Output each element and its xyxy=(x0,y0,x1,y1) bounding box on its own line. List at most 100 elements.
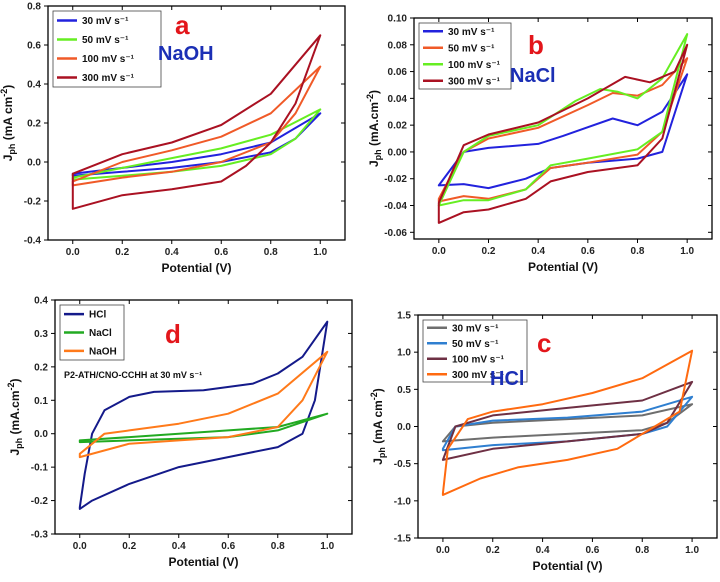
series-curve-1 xyxy=(441,403,694,443)
panel-letter: d xyxy=(165,319,181,349)
x-tick-label: 0.0 xyxy=(73,541,87,552)
x-axis-label: Potential (V) xyxy=(161,261,231,275)
x-tick-label: 0.2 xyxy=(122,541,136,552)
electrolyte-label: NaOH xyxy=(158,43,214,65)
series-curve-3 xyxy=(71,65,322,187)
y-tick-label: 0.0 xyxy=(27,158,41,169)
y-tick-label: 0.02 xyxy=(388,121,408,132)
y-tick-label: 0.0 xyxy=(34,429,48,440)
plot-frame xyxy=(54,299,353,535)
legend-label: 30 mV s⁻¹ xyxy=(82,16,129,27)
plot-frame xyxy=(413,17,713,240)
panel-a: 0.0 0.2 0.4 0.6 0.8 1.0 -0.4 -0.2 0.0 0.2 0.4 0.6 0.… xyxy=(0,2,346,275)
x-tick-label: 0.2 xyxy=(482,246,496,257)
y-tick-label: 0.10 xyxy=(388,14,408,25)
x-tick-label: 1.0 xyxy=(685,545,699,556)
panel-b: 0.0 0.2 0.4 0.6 0.8 1.0 -0.06 -0.04 -0.02 0.00 0.0… xyxy=(365,14,713,274)
y-tick-label: 0.2 xyxy=(27,119,41,130)
x-tick-label: 0.8 xyxy=(264,247,278,258)
x-tick-label: 0.8 xyxy=(631,246,645,257)
legend-label: NaCl xyxy=(89,328,112,339)
x-tick-label: 0.8 xyxy=(271,541,285,552)
legend-box xyxy=(418,22,512,90)
y-tick-label: 0.2 xyxy=(34,362,48,373)
series-curve-1 xyxy=(437,73,689,190)
y-tick-label: 0.00 xyxy=(388,147,408,158)
electrolyte-label: HCl xyxy=(490,368,524,390)
x-tick-label: 0.0 xyxy=(436,545,450,556)
legend-box xyxy=(422,319,528,383)
x-tick-label: 0.4 xyxy=(536,545,550,556)
x-tick-label: 0.6 xyxy=(581,246,595,257)
legend-label: 300 mV s⁻¹ xyxy=(448,76,501,87)
y-tick-label: -0.2 xyxy=(31,496,49,507)
legend: 30 mV s⁻¹ 50 mV s⁻¹ 100 mV s⁻¹ 300 mV s⁻¹ xyxy=(418,22,512,90)
y-tick-label: -0.5 xyxy=(394,459,412,470)
legend-label: 30 mV s⁻¹ xyxy=(452,323,499,334)
legend-label: HCl xyxy=(89,310,106,321)
y-tick-label: 0.6 xyxy=(27,41,41,52)
legend-label: NaOH xyxy=(89,346,117,357)
x-tick-label: 0.6 xyxy=(214,247,228,258)
y-axis-label: Jph (mA cm-2) xyxy=(0,85,17,162)
x-tick-label: 0.6 xyxy=(221,541,235,552)
series-curve-2 xyxy=(71,108,322,181)
electrolyte-label: NaCl xyxy=(510,65,556,87)
panel-c: 0.0 0.2 0.4 0.6 0.8 1.0 -1.5 -1.0 -0.5 0.0 0.5 1.0 1… xyxy=(369,311,718,573)
y-tick-label: -0.02 xyxy=(384,174,407,185)
x-axis-label: Potential (V) xyxy=(528,260,598,274)
panel-d: 0.0 0.2 0.4 0.6 0.8 1.0 -0.3 -0.2 -0.1 0.0 0.1 0.2 0… xyxy=(6,296,353,569)
legend-label: 30 mV s⁻¹ xyxy=(448,27,495,38)
x-tick-label: 0.0 xyxy=(66,247,80,258)
panel-letter: a xyxy=(175,10,190,40)
y-axis-label: Jph (mA.cm-2) xyxy=(6,378,24,455)
y-tick-label: -0.3 xyxy=(31,530,49,541)
legend-label: 100 mV s⁻¹ xyxy=(82,54,135,65)
legend-label: 300 mV s⁻¹ xyxy=(82,73,135,84)
legend-label: 50 mV s⁻¹ xyxy=(448,43,495,54)
y-tick-label: 0.4 xyxy=(34,296,48,307)
y-tick-label: 0.04 xyxy=(388,94,408,105)
y-tick-label: 1.0 xyxy=(397,348,411,359)
y-tick-label: 1.5 xyxy=(397,311,411,322)
y-tick-label: 0.06 xyxy=(388,67,408,78)
legend-box xyxy=(52,10,162,88)
y-tick-label: 0.8 xyxy=(27,2,41,13)
x-tick-label: 0.4 xyxy=(172,541,186,552)
y-tick-label: -0.4 xyxy=(24,236,42,247)
x-tick-label: 0.2 xyxy=(115,247,129,258)
legend-label: 100 mV s⁻¹ xyxy=(448,60,501,71)
x-tick-label: 0.8 xyxy=(635,545,649,556)
series-curve-2 xyxy=(78,412,329,444)
series-curve-4 xyxy=(437,43,689,224)
legend: 30 mV s⁻¹ 50 mV s⁻¹ 100 mV s⁻¹ 300 mV s⁻¹ xyxy=(422,319,528,383)
x-tick-label: 0.4 xyxy=(531,246,545,257)
y-tick-label: -1.5 xyxy=(394,534,412,545)
series-curve-4 xyxy=(441,349,694,496)
y-tick-label: -0.04 xyxy=(384,201,407,212)
annotation: P2-ATH/CNO-CCHH at 30 mV s⁻¹ xyxy=(64,370,202,380)
series-curve-3 xyxy=(441,380,694,461)
y-axis-label: Jph (mA cm-2) xyxy=(369,388,387,465)
y-tick-label: 0.4 xyxy=(27,80,41,91)
x-axis-label: Potential (V) xyxy=(168,555,238,569)
series-curve-4 xyxy=(71,34,322,210)
x-tick-label: 0.4 xyxy=(165,247,179,258)
panel-letter: c xyxy=(537,328,551,358)
y-tick-label: -0.1 xyxy=(31,463,49,474)
x-tick-label: 1.0 xyxy=(680,246,694,257)
series-curve-3 xyxy=(437,33,689,207)
x-tick-label: 0.6 xyxy=(585,545,599,556)
legend: 30 mV s⁻¹ 50 mV s⁻¹ 100 mV s⁻¹ 300 mV s⁻¹ xyxy=(52,10,162,88)
x-tick-label: 1.0 xyxy=(320,541,334,552)
y-tick-label: 0.1 xyxy=(34,396,48,407)
x-tick-label: 0.0 xyxy=(432,246,446,257)
y-tick-label: 0.3 xyxy=(34,329,48,340)
x-tick-label: 0.2 xyxy=(486,545,500,556)
panel-letter: b xyxy=(528,30,544,60)
y-tick-label: -0.2 xyxy=(24,197,42,208)
legend-label: 100 mV s⁻¹ xyxy=(452,354,505,365)
series-curve-1 xyxy=(78,320,329,510)
y-tick-label: 0.0 xyxy=(397,422,411,433)
